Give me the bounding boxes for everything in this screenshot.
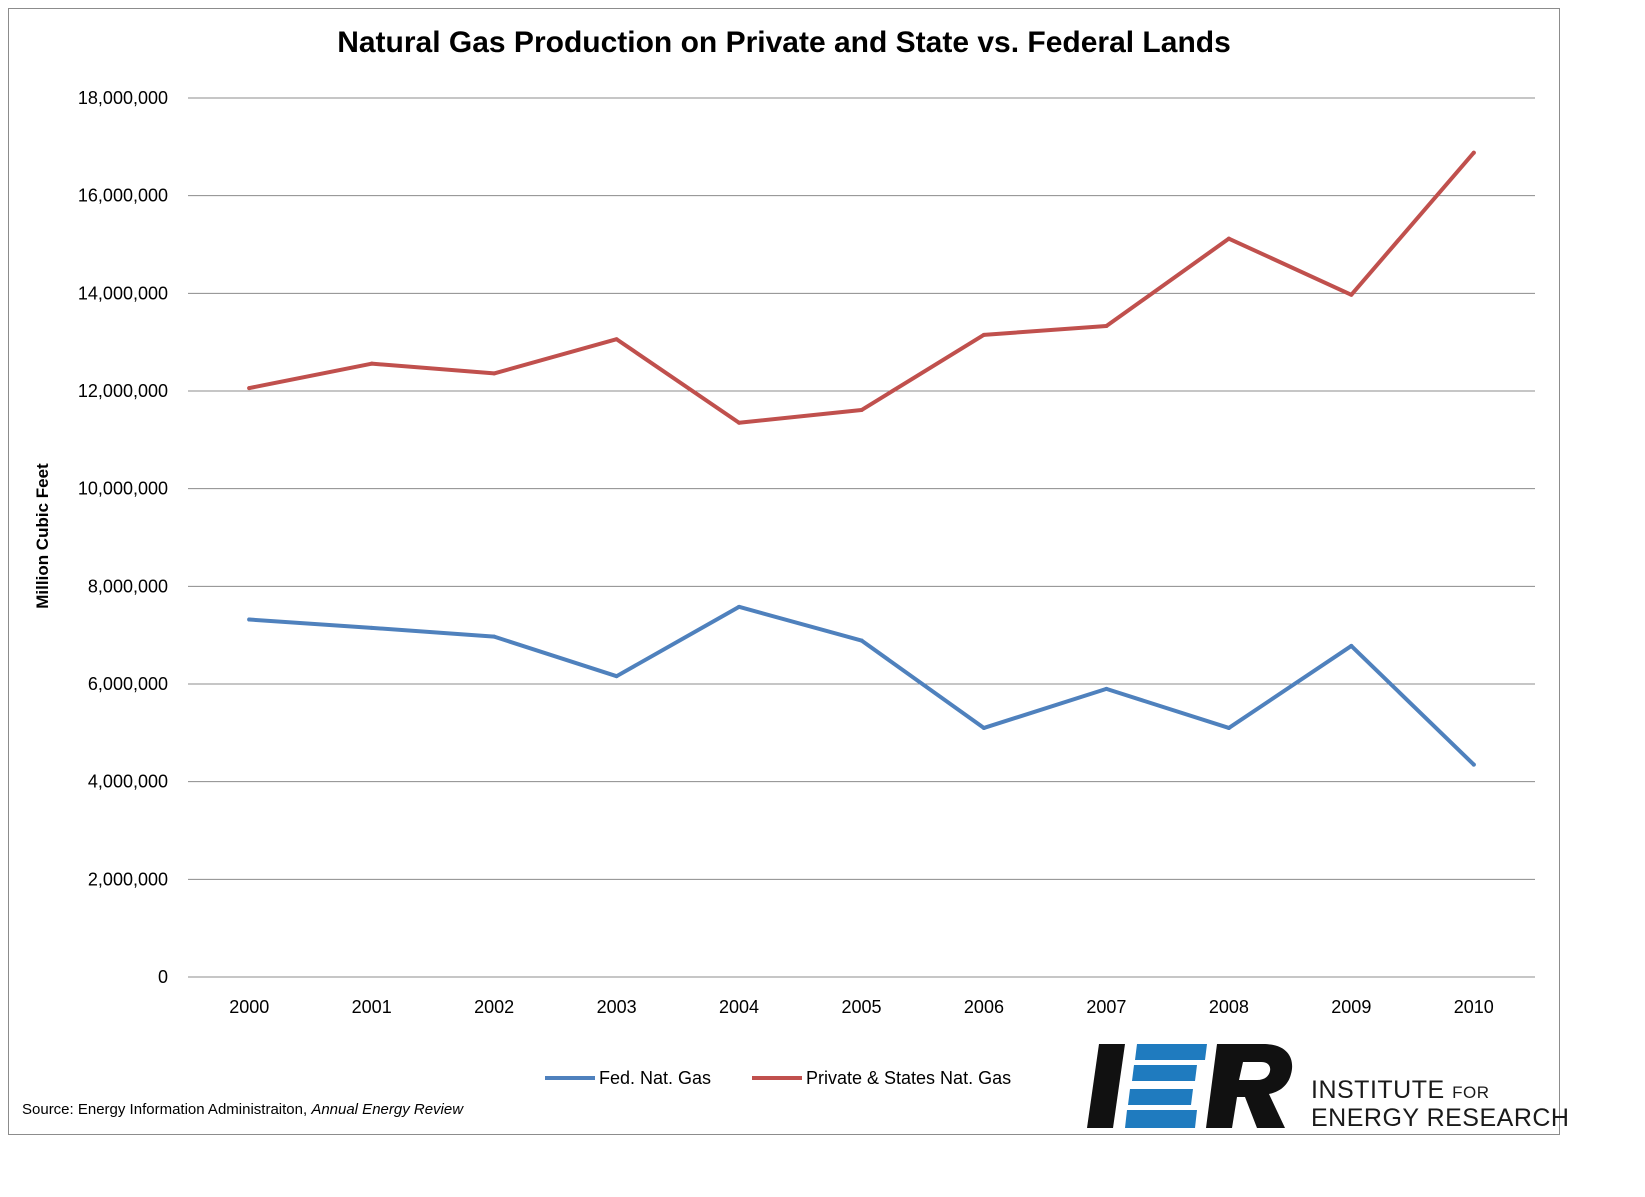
data-point [1471, 762, 1476, 767]
data-point [1471, 150, 1476, 155]
ier-logo: INSTITUTE FOR ENERGY RESEARCH [1085, 1040, 1569, 1136]
data-point [1104, 324, 1109, 329]
y-tick-label: 16,000,000 [78, 186, 168, 206]
chart-title: Natural Gas Production on Private and St… [337, 26, 1231, 59]
y-tick-label: 6,000,000 [88, 674, 168, 694]
data-point [247, 617, 252, 622]
x-tick-label: 2010 [1454, 997, 1494, 1017]
data-point [369, 361, 374, 366]
x-tick-label: 2006 [964, 997, 1004, 1017]
plot-area: 0 2,000,000 4,000,000 6,000,000 8,000,000 10,… [78, 88, 1535, 1017]
y-tick-label: 0 [158, 967, 168, 987]
x-tick-label: 2001 [352, 997, 392, 1017]
y-tick-labels: 0 2,000,000 4,000,000 6,000,000 8,000,000 10,… [78, 88, 168, 987]
x-tick-label: 2000 [229, 997, 269, 1017]
series-line-fed [247, 604, 1476, 767]
y-tick-label: 4,000,000 [88, 772, 168, 792]
data-point [1226, 725, 1231, 730]
y-tick-label: 8,000,000 [88, 576, 168, 596]
y-tick-label: 18,000,000 [78, 88, 168, 108]
legend-label-private: Private & States Nat. Gas [806, 1067, 1012, 1088]
data-point [1349, 292, 1354, 297]
source-note: Source: Energy Information Administraito… [22, 1101, 463, 1118]
data-point [859, 408, 864, 413]
data-point [369, 625, 374, 630]
data-point [737, 420, 742, 425]
gridlines [188, 97, 1535, 978]
data-point [737, 604, 742, 609]
y-tick-label: 10,000,000 [78, 479, 168, 499]
series-line-private [247, 150, 1476, 425]
legend-swatch-private [752, 1076, 802, 1080]
y-tick-label: 14,000,000 [78, 283, 168, 303]
x-tick-label: 2007 [1086, 997, 1126, 1017]
data-point [1226, 236, 1231, 241]
ier-logo-line2: ENERGY RESEARCH [1311, 1104, 1570, 1132]
series-lines [247, 150, 1476, 767]
data-point [614, 337, 619, 342]
x-tick-label: 2005 [841, 997, 881, 1017]
data-point [981, 332, 986, 337]
x-tick-labels: 2000 2001 2002 2003 2004 2005 2006 2007 2008 2009… [229, 997, 1494, 1017]
data-point [492, 634, 497, 639]
data-point [1349, 643, 1354, 648]
data-point [981, 725, 986, 730]
data-point [1104, 686, 1109, 691]
data-point [492, 371, 497, 376]
x-tick-label: 2002 [474, 997, 514, 1017]
y-tick-label: 2,000,000 [88, 869, 168, 889]
x-tick-label: 2004 [719, 997, 759, 1017]
ier-logo-mark [1087, 1044, 1293, 1128]
data-point [614, 674, 619, 679]
x-tick-label: 2003 [597, 997, 637, 1017]
x-tick-label: 2008 [1209, 997, 1249, 1017]
y-tick-label: 12,000,000 [78, 381, 168, 401]
data-point [247, 386, 252, 391]
legend-swatch-fed [545, 1076, 595, 1080]
legend-item-fed: Fed. Nat. Gas [545, 1066, 711, 1090]
source-publication: Annual Energy Review [311, 1101, 464, 1118]
legend-item-private: Private & States Nat. Gas [752, 1066, 1011, 1090]
data-point [859, 638, 864, 643]
source-prefix: Source: Energy Information Administraito… [22, 1101, 312, 1118]
ier-logo-line1: INSTITUTE FOR [1311, 1076, 1490, 1104]
legend-label-fed: Fed. Nat. Gas [599, 1067, 712, 1088]
x-tick-label: 2009 [1331, 997, 1371, 1017]
